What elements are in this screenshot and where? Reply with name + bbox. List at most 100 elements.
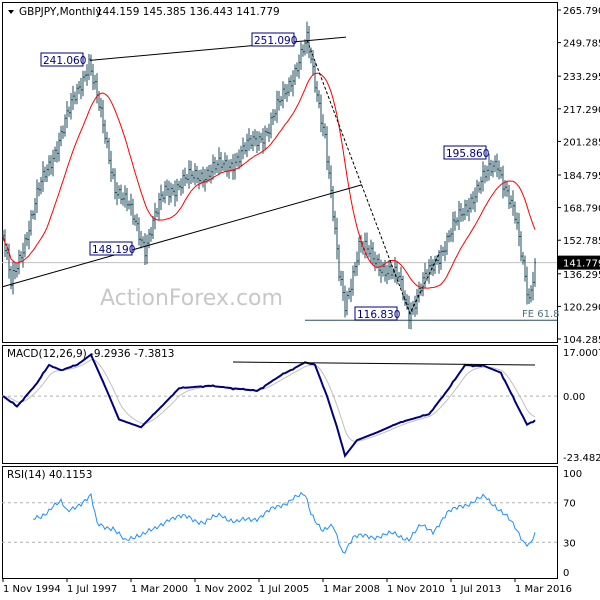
macd-signal-line [2,359,536,442]
rsi-tick-label: 70 [563,499,576,510]
price-bar [514,201,516,224]
price-bar [294,64,296,86]
price-bar [342,271,344,301]
price-bar [524,255,526,282]
price-bar [256,131,258,154]
price-bar [206,166,208,184]
price-bar [268,123,270,142]
price-bar [64,114,66,137]
price-bar [314,61,316,93]
price-label-box [443,145,487,160]
price-bar [202,166,204,188]
price-bar [62,125,64,139]
price-bar [374,251,376,272]
price-bar [316,80,318,102]
price-bar [88,53,90,81]
price-bar [466,199,468,217]
price-bar [160,184,162,211]
price-bar [474,187,476,213]
price-bar [364,232,366,259]
collapse-triangle-icon[interactable] [8,10,14,14]
price-bar [52,149,54,177]
price-bar [214,156,216,175]
price-bar [510,195,512,209]
price-bar [484,165,486,184]
price-bar [528,288,530,304]
price-bar [400,266,402,290]
price-bar [478,181,480,193]
price-bar [386,264,388,285]
price-bar [434,255,436,274]
price-bar [44,166,46,182]
price-bar [454,211,456,231]
price-bar [116,182,118,206]
price-bar [472,191,474,210]
price-bar [170,182,172,203]
price-bar [272,109,274,125]
rsi-tick-label: 0 [563,568,569,579]
time-tick-label: 1 Nov 2010 [387,584,445,595]
price-bar [144,233,146,265]
price-bar [90,54,92,76]
price-bar [476,179,478,203]
price-bar [140,231,142,249]
price-bar [82,70,84,97]
price-bar [482,161,484,192]
current-price-label: 141.779 [563,259,600,270]
price-bar [490,159,492,176]
price-bar [24,234,26,258]
price-bar [358,237,360,266]
price-bar [278,90,280,111]
price-bar [208,164,210,182]
price-bar [280,96,282,106]
price-bar [406,294,408,310]
price-bar [172,184,174,196]
price-bar [340,270,342,286]
price-bar [350,278,352,303]
price-tick-label: 184.795 [563,171,600,182]
price-bar [502,165,504,199]
price-bar [192,170,194,183]
price-bar [328,155,330,179]
price-bar [42,161,44,192]
rsi-title: RSI(14) 40.1153 [7,469,92,481]
price-bar [458,200,460,230]
price-bar [368,245,370,258]
price-bar [312,50,314,76]
price-bar [118,185,120,199]
price-bar [174,180,176,207]
price-tick-label: 120.290 [563,302,600,313]
price-bar [410,302,412,330]
price-bar [110,150,112,182]
price-bar [452,211,454,243]
price-bar [508,184,510,210]
price-bar [446,232,448,255]
price-bar [198,169,200,190]
price-bar [36,179,38,214]
price-bar [134,214,136,226]
price-bar [332,186,334,222]
price-bar [146,234,148,265]
price-bar [162,191,164,203]
price-bar [276,90,278,123]
price-bar [288,77,290,97]
price-label-box [251,32,295,47]
macd-resistance-line [232,361,536,366]
price-bar [308,26,310,59]
time-tick-label: 1 Nov 2002 [195,584,253,595]
price-label: 241.060 [43,55,86,67]
price-bar [450,228,452,242]
price-bar [526,266,528,305]
fe-label: FE 61.8 [522,309,560,320]
price-bar [58,132,60,162]
time-tick-label: 1 Jul 1997 [67,584,117,595]
price-bar [500,166,502,179]
price-bar [344,285,346,318]
price-bar [440,244,442,270]
price-bar [266,127,268,137]
price-bar [396,260,398,285]
price-tick-label: 104.285 [563,335,600,346]
price-bar [26,232,28,247]
price-bar [242,137,244,160]
